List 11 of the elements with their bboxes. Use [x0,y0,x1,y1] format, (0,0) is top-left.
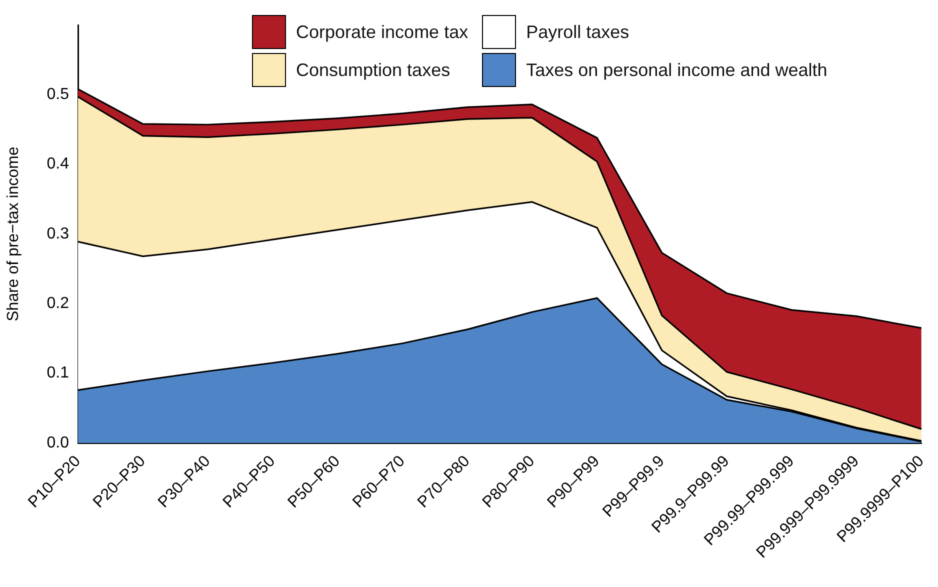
y-tick-label: 0.5 [46,86,70,104]
y-tick-label: 0.2 [46,295,70,312]
legend-label: Payroll taxes [526,22,630,42]
y-tick-label: 0.0 [46,434,70,452]
y-axis-title: Share of pre−tax income [5,146,22,322]
legend-label: Taxes on personal income and wealth [526,60,828,80]
y-tick-label: 0.3 [46,225,70,242]
legend-label: Corporate income tax [296,22,468,42]
y-tick-label: 0.4 [46,156,70,173]
legend-label: Consumption taxes [296,60,450,80]
y-tick-label: 0.1 [46,364,70,382]
